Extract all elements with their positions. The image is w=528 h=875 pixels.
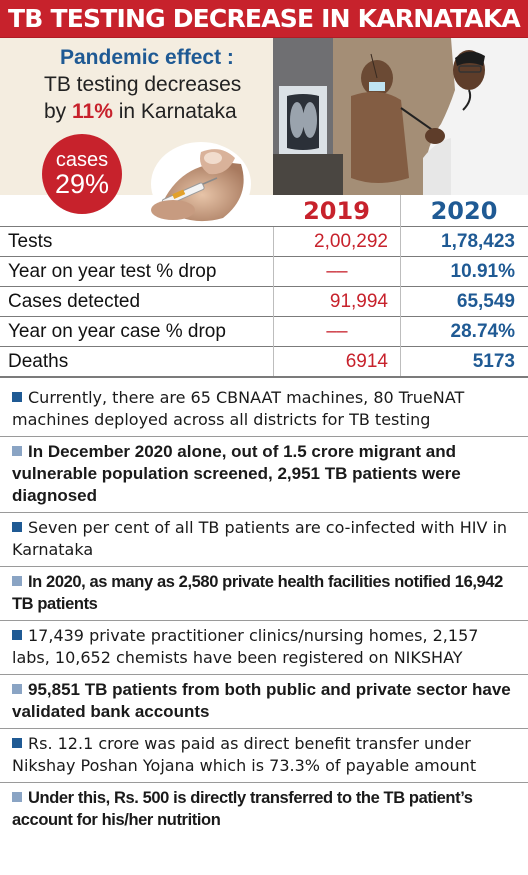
bullet-square-icon [12, 738, 22, 748]
cases-badge: cases 29% [42, 134, 122, 214]
list-item: Under this, Rs. 500 is directly transfer… [12, 789, 473, 829]
cell-2019: 6914 [273, 347, 400, 377]
cell-2020: 10.91% [400, 256, 527, 287]
tb-stats-table: 2019 2020 Tests 2,00,292 1,78,423 Year o… [0, 194, 528, 377]
cell-2019: 91,994 [273, 286, 400, 317]
cell-2020: 65,549 [400, 286, 527, 317]
row-label: Year on year case % drop [8, 320, 226, 342]
bullet-square-icon [12, 792, 22, 802]
bullet-square-icon [12, 576, 22, 586]
bullet-square-icon [12, 522, 22, 532]
list-item: Rs. 12.1 crore was paid as direct benefi… [0, 729, 528, 783]
intro-line-1: TB testing decreases [44, 73, 242, 96]
list-item: 95,851 TB patients from both public and … [0, 675, 528, 729]
cell-2019: 2,00,292 [273, 226, 400, 257]
testing-drop-percent: 11% [72, 100, 113, 123]
intro-title: Pandemic effect : [60, 46, 234, 69]
cases-badge-value: 29% [54, 169, 110, 199]
cell-2019: –– [273, 256, 400, 287]
table-row: Tests 2,00,292 1,78,423 [0, 226, 528, 257]
section-divider [0, 376, 528, 378]
column-header-2020: 2020 [400, 194, 527, 227]
intro-panel: Pandemic effect : TB testing decreases b… [0, 38, 528, 226]
table-header: 2019 2020 [0, 194, 528, 227]
table-row: Year on year test % drop –– 10.91% [0, 256, 528, 287]
list-item: 17,439 private practitioner clinics/nurs… [0, 621, 528, 675]
row-label: Deaths [8, 351, 69, 372]
bullet-square-icon [12, 446, 22, 456]
table-row: Cases detected 91,994 65,549 [0, 286, 528, 317]
row-label: Year on year test % drop [8, 260, 217, 282]
list-item: Seven per cent of all TB patients are co… [0, 513, 528, 567]
header-bar: TB TESTING DECREASE IN KARNATAKA [0, 0, 528, 38]
cases-badge-label: cases [55, 149, 109, 171]
bullet-square-icon [12, 392, 22, 402]
cell-2020: 1,78,423 [400, 226, 527, 257]
page-title: TB TESTING DECREASE IN KARNATAKA [8, 4, 521, 33]
intro-line-2: by 11% in Karnataka [44, 100, 237, 123]
cell-2020: 5173 [400, 347, 527, 377]
syringe-injection-icon [151, 142, 251, 226]
row-label: Cases detected [8, 290, 141, 312]
cell-2019: –– [273, 316, 400, 347]
table-row: Year on year case % drop –– 28.74% [0, 316, 528, 347]
column-header-2019: 2019 [303, 196, 370, 225]
list-item: Currently, there are 65 CBNAAT machines,… [0, 383, 528, 437]
row-label: Tests [8, 230, 53, 252]
table-row: Deaths 6914 5173 [0, 347, 528, 377]
doctor-examining-patient-photo [273, 38, 528, 195]
bullet-square-icon [12, 630, 22, 640]
fact-list: Currently, there are 65 CBNAAT machines,… [0, 383, 528, 836]
cell-2020: 28.74% [400, 316, 527, 347]
bullet-square-icon [12, 684, 22, 694]
list-item: In 2020, as many as 2,580 private health… [0, 567, 528, 621]
list-item: In December 2020 alone, out of 1.5 crore… [0, 437, 528, 513]
